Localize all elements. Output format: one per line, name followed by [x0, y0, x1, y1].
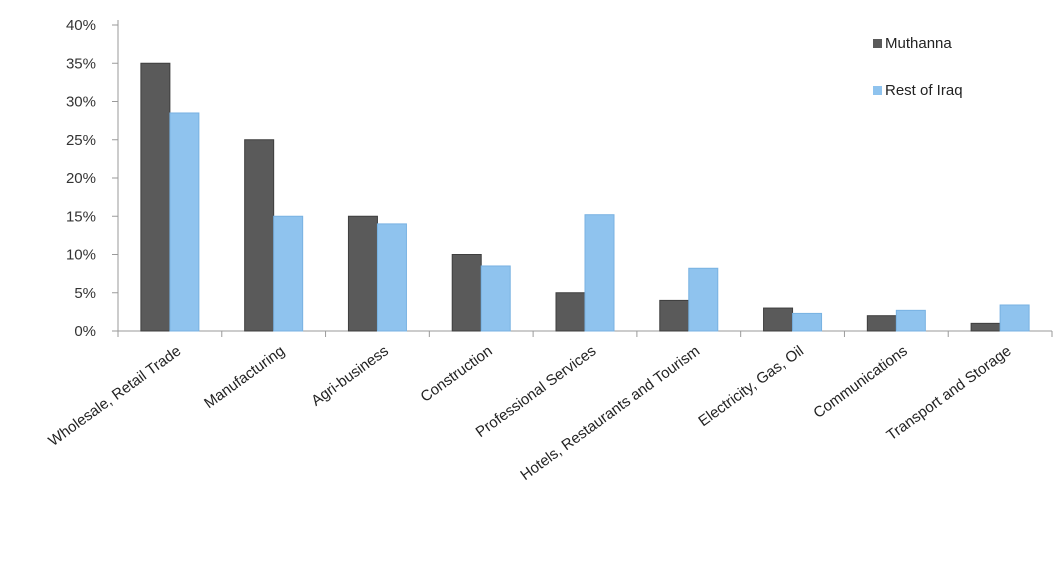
bar-rest-of-iraq — [792, 312, 823, 332]
bar-muthanna — [763, 307, 794, 332]
y-axis: 0% 5% 10% 15% 20% 25% 30% 35% 40% — [66, 17, 119, 340]
x-category-label: Manufacturing — [201, 342, 288, 412]
bars — [140, 62, 1030, 332]
bar-muthanna — [970, 322, 1001, 332]
bar-muthanna — [244, 139, 275, 332]
bar-rest-of-iraq — [895, 309, 926, 332]
y-tick-label: 10% — [66, 247, 96, 264]
x-category-label: Communications — [810, 342, 910, 421]
legend-swatch — [873, 86, 882, 95]
x-category-label: Hotels, Restaurants and Tourism — [517, 342, 703, 483]
bar-rest-of-iraq — [376, 223, 407, 332]
y-tick-label: 40% — [66, 17, 96, 34]
x-category-label: Construction — [417, 342, 495, 405]
bar-muthanna — [866, 315, 897, 332]
bar-rest-of-iraq — [169, 112, 200, 332]
y-tick-label: 30% — [66, 94, 96, 111]
bar-muthanna — [555, 292, 586, 332]
legend-label: Muthanna — [885, 35, 952, 52]
x-axis: Wholesale, Retail Trade Manufacturing Agri… — [45, 330, 1053, 484]
y-tick-label: 15% — [66, 208, 96, 225]
bar-muthanna — [451, 254, 482, 332]
x-category-label: Electricity, Gas, Oil — [695, 342, 807, 430]
x-category-label: Agri-business — [308, 342, 392, 409]
legend-label: Rest of Iraq — [885, 82, 963, 99]
y-tick-label: 5% — [74, 285, 96, 302]
y-tick-label: 25% — [66, 132, 96, 149]
bar-rest-of-iraq — [999, 304, 1030, 332]
legend-swatch — [873, 39, 882, 48]
bar-muthanna — [347, 215, 378, 332]
legend: Muthanna Rest of Iraq — [873, 35, 963, 99]
y-tick-label: 35% — [66, 55, 96, 72]
bar-rest-of-iraq — [480, 265, 511, 332]
bar-rest-of-iraq — [273, 215, 304, 332]
bar-muthanna — [659, 299, 690, 332]
bar-muthanna — [140, 62, 171, 332]
bar-rest-of-iraq — [688, 267, 719, 332]
x-category-label: Wholesale, Retail Trade — [45, 342, 184, 449]
y-tick-label: 0% — [74, 323, 96, 340]
y-tick-label: 20% — [66, 170, 96, 187]
bar-rest-of-iraq — [584, 214, 615, 332]
